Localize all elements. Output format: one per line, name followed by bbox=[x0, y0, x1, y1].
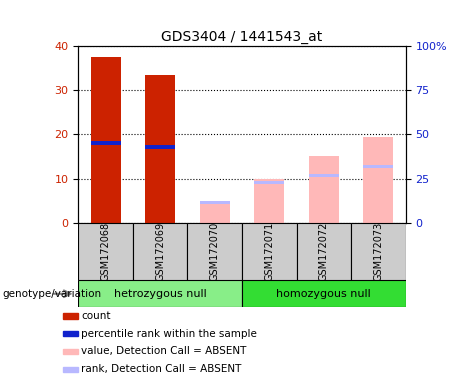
Text: GSM172068: GSM172068 bbox=[100, 222, 111, 281]
Bar bbox=[254, 181, 284, 184]
Bar bbox=[296, 223, 351, 280]
Text: hetrozygous null: hetrozygous null bbox=[114, 289, 207, 299]
Bar bbox=[145, 146, 175, 149]
Title: GDS3404 / 1441543_at: GDS3404 / 1441543_at bbox=[161, 30, 323, 44]
Bar bbox=[63, 313, 78, 318]
Text: rank, Detection Call = ABSENT: rank, Detection Call = ABSENT bbox=[81, 364, 242, 374]
Bar bbox=[309, 174, 339, 177]
Bar bbox=[200, 200, 230, 204]
Text: GSM172069: GSM172069 bbox=[155, 222, 165, 281]
Bar bbox=[363, 166, 393, 169]
Text: GSM172070: GSM172070 bbox=[210, 222, 220, 281]
Text: value, Detection Call = ABSENT: value, Detection Call = ABSENT bbox=[81, 346, 247, 356]
Text: GSM172071: GSM172071 bbox=[264, 222, 274, 281]
Bar bbox=[78, 280, 242, 307]
Text: percentile rank within the sample: percentile rank within the sample bbox=[81, 329, 257, 339]
Bar bbox=[91, 57, 121, 223]
Bar bbox=[63, 331, 78, 336]
Bar bbox=[188, 223, 242, 280]
Bar bbox=[133, 223, 188, 280]
Bar bbox=[63, 349, 78, 354]
Bar bbox=[145, 75, 175, 223]
Bar bbox=[242, 223, 296, 280]
Bar bbox=[309, 157, 339, 223]
Bar bbox=[78, 223, 133, 280]
Bar bbox=[63, 367, 78, 372]
Bar bbox=[254, 179, 284, 223]
Text: count: count bbox=[81, 311, 111, 321]
Text: genotype/variation: genotype/variation bbox=[2, 289, 101, 299]
Bar bbox=[91, 141, 121, 144]
Text: GSM172073: GSM172073 bbox=[373, 222, 384, 281]
Bar bbox=[242, 280, 406, 307]
Bar bbox=[200, 203, 230, 223]
Text: GSM172072: GSM172072 bbox=[319, 222, 329, 281]
Text: homozygous null: homozygous null bbox=[277, 289, 371, 299]
Bar bbox=[351, 223, 406, 280]
Bar bbox=[363, 137, 393, 223]
